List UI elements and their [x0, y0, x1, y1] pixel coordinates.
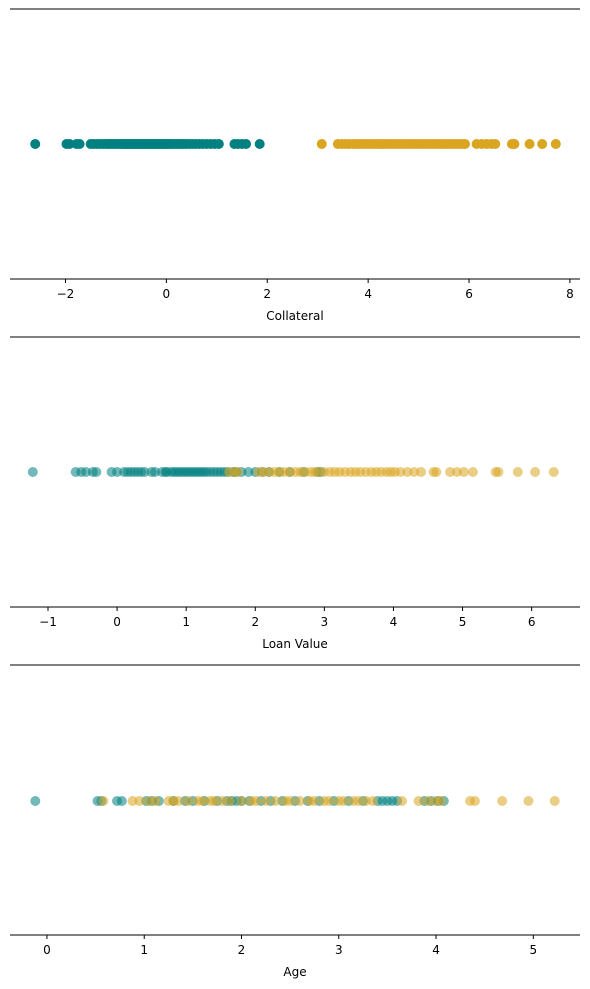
data-point: [467, 467, 478, 477]
data-point: [435, 796, 446, 806]
data-point: [530, 467, 541, 477]
x-tick-label: −1: [39, 615, 57, 629]
data-point: [254, 139, 265, 149]
data-point: [524, 139, 535, 149]
data-point: [458, 467, 469, 477]
data-point: [74, 139, 85, 149]
x-axis-title: Loan Value: [262, 637, 328, 651]
x-tick-label: 4: [364, 287, 372, 301]
data-point: [217, 796, 228, 806]
x-tick-label: 1: [140, 943, 148, 957]
x-tick-label: 0: [113, 615, 121, 629]
data-point: [512, 467, 523, 477]
data-point: [497, 796, 508, 806]
x-tick-label: 5: [529, 943, 537, 957]
data-point: [285, 796, 296, 806]
data-point: [98, 796, 109, 806]
x-axis-title: Age: [283, 965, 306, 979]
data-point: [396, 796, 407, 806]
data-point: [402, 467, 413, 477]
data-point: [134, 796, 145, 806]
data-point: [241, 139, 252, 149]
data-point: [150, 467, 161, 477]
data-point: [236, 796, 247, 806]
x-tick-label: 4: [390, 615, 398, 629]
x-tick-label: 0: [43, 943, 51, 957]
x-tick-label: 2: [251, 615, 259, 629]
data-point: [139, 467, 150, 477]
data-point: [409, 467, 420, 477]
data-point: [523, 796, 534, 806]
data-point: [224, 796, 235, 806]
data-point: [550, 139, 561, 149]
x-tick-label: 5: [459, 615, 467, 629]
x-tick-label: 1: [182, 615, 190, 629]
series-2: [316, 139, 561, 149]
data-point: [213, 139, 224, 149]
data-point: [260, 796, 271, 806]
data-point: [251, 796, 262, 806]
data-point: [81, 467, 91, 477]
data-point: [537, 139, 548, 149]
scatter-panel-3: 0 1 2 3 4 5 Age: [10, 664, 580, 979]
data-point: [549, 796, 560, 806]
series-2: [98, 796, 560, 806]
data-point: [27, 467, 38, 477]
x-tick-label: 6: [465, 287, 473, 301]
x-tick-label: 6: [528, 615, 536, 629]
x-axis-title: Collateral: [266, 309, 323, 323]
x-tick-label: 0: [163, 287, 171, 301]
data-point: [197, 796, 208, 806]
data-point: [173, 796, 184, 806]
data-point: [183, 796, 194, 806]
x-tick-label: 4: [432, 943, 440, 957]
data-point: [243, 467, 254, 477]
data-point: [423, 796, 434, 806]
x-tick-label: 2: [238, 943, 246, 957]
data-point: [112, 467, 123, 477]
data-point: [509, 139, 520, 149]
scatter-panel-2: −1 0 1 2 3 4 5 6 Loan Value: [10, 336, 580, 651]
x-tick-label: 3: [321, 615, 329, 629]
x-tick-label: 3: [335, 943, 343, 957]
data-point: [316, 139, 327, 149]
series-2: [224, 467, 559, 477]
data-point: [490, 139, 501, 149]
data-point: [324, 796, 335, 806]
data-point: [294, 796, 305, 806]
x-tick-label: −2: [57, 287, 75, 301]
data-point: [30, 796, 41, 806]
data-point: [270, 796, 281, 806]
x-tick-label: 8: [566, 287, 574, 301]
x-tick-label: 2: [263, 287, 271, 301]
data-point: [416, 467, 427, 477]
data-point: [91, 467, 102, 477]
data-point: [431, 467, 442, 477]
data-point: [493, 467, 504, 477]
data-point: [395, 467, 406, 477]
data-point: [469, 796, 480, 806]
data-point: [64, 139, 75, 149]
data-point: [116, 796, 127, 806]
data-point: [30, 139, 41, 149]
data-point: [150, 796, 161, 806]
data-point: [367, 796, 378, 806]
data-point: [548, 467, 559, 477]
data-point: [309, 796, 320, 806]
data-point: [413, 796, 424, 806]
data-point: [459, 139, 470, 149]
data-point: [353, 796, 364, 806]
data-point: [233, 467, 243, 477]
data-point: [209, 796, 220, 806]
data-point: [445, 467, 456, 477]
data-point: [452, 467, 463, 477]
scatter-panel-1: −2 0 2 4 6 8 Collateral: [10, 8, 580, 323]
data-point: [338, 796, 349, 806]
series-1: [30, 139, 265, 149]
